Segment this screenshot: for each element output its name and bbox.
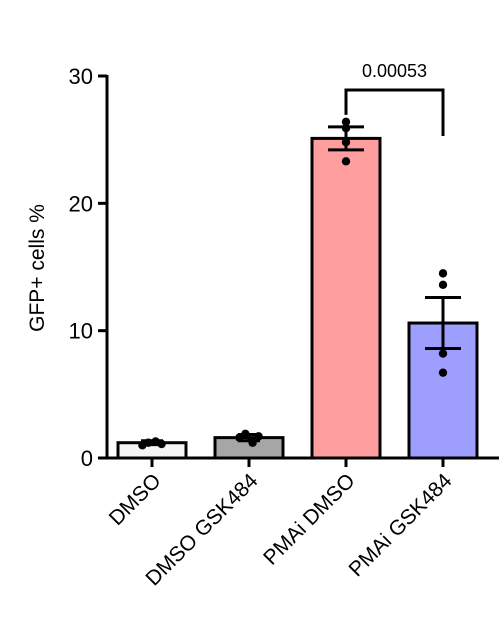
y-axis-label: GFP+ cells %	[26, 204, 49, 332]
p-value-label: 0.00053	[362, 61, 427, 81]
y-tick-label: 30	[69, 64, 93, 89]
x-tick-label: PMAi GSK484	[345, 469, 457, 581]
data-point	[341, 138, 351, 147]
x-tick-label: DMSO	[105, 469, 166, 530]
significance-bracket	[344, 88, 445, 136]
data-point	[157, 439, 166, 449]
bar	[310, 136, 382, 460]
data-point	[144, 438, 153, 447]
data-point	[248, 438, 257, 447]
bar	[407, 321, 479, 460]
data-point	[438, 280, 448, 290]
data-point	[254, 432, 263, 441]
data-point	[241, 429, 250, 439]
data-point	[235, 433, 244, 442]
data-point	[438, 349, 448, 358]
data-point	[438, 269, 448, 278]
data-point	[438, 368, 448, 377]
data-point	[341, 117, 351, 127]
x-tick-label: PMAi DMSO	[259, 469, 359, 569]
y-tick-label: 20	[69, 191, 93, 216]
data-point	[341, 124, 351, 133]
y-tick-label: 10	[69, 319, 93, 344]
data-point	[341, 157, 351, 166]
y-tick-label: 0	[81, 446, 93, 471]
